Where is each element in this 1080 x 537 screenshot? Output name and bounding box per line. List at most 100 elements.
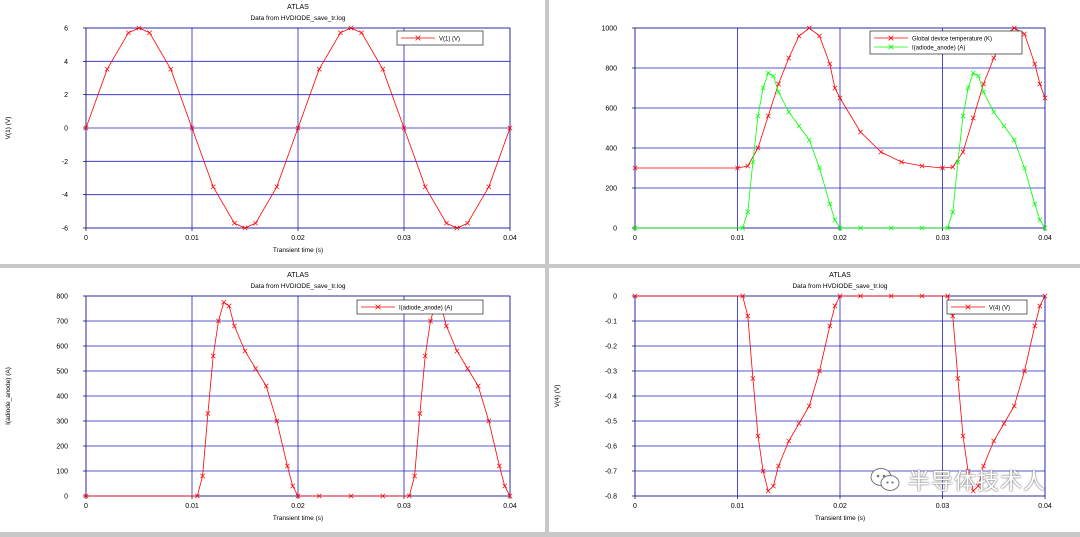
data-point — [231, 323, 237, 329]
chart-title: ATLAS — [829, 272, 851, 279]
data-point — [899, 159, 904, 165]
y-tick-label: -0.6 — [605, 444, 617, 451]
data-point — [950, 209, 956, 215]
data-point — [502, 483, 508, 489]
data-point — [1011, 25, 1017, 31]
data-point — [194, 493, 200, 499]
data-point — [806, 25, 812, 31]
data-point — [950, 313, 956, 319]
data-point — [796, 421, 802, 426]
chart-svg: 0 0.01 0.02 0.03 0.04 0 200 400 600 800 1000 Global… — [601, 25, 1051, 243]
data-point — [231, 220, 237, 226]
data-point — [745, 313, 751, 319]
data-point — [991, 438, 997, 444]
data-point — [1032, 61, 1038, 67]
data-point — [955, 159, 961, 165]
data-point — [274, 184, 280, 190]
x-axis-label: Transient time (s) — [273, 515, 323, 522]
data-point — [210, 353, 216, 359]
data-point — [486, 418, 492, 424]
data-point — [290, 483, 296, 489]
data-point — [945, 293, 951, 299]
data-point — [210, 184, 216, 190]
data-point — [348, 493, 354, 499]
y-tick-label: 800 — [56, 294, 68, 301]
x-tick-label: 0.01 — [731, 235, 745, 242]
chart-subtitle: Data from HVDIODE_save_tr.log — [250, 15, 345, 22]
data-point — [786, 55, 792, 61]
legend: I(adiode_anode) (A) — [356, 299, 484, 315]
data-point — [817, 165, 822, 171]
data-point — [406, 493, 412, 499]
data-point — [412, 473, 418, 479]
data-point — [837, 95, 843, 101]
data-point — [1032, 323, 1038, 329]
data-point — [83, 125, 89, 131]
data-point — [755, 113, 761, 119]
x-tick-label: 0.03 — [936, 235, 950, 242]
data-point — [981, 463, 986, 469]
data-point — [496, 463, 502, 469]
legend-label: Global device temperature (K) — [912, 37, 992, 43]
data-point — [735, 165, 740, 171]
data-point — [428, 318, 433, 324]
data-point — [970, 115, 976, 121]
data-point — [960, 433, 966, 439]
data-point — [1037, 303, 1043, 309]
watermark-text: 半导体技术人 — [907, 470, 1046, 495]
y-tick-label: 4 — [64, 59, 68, 66]
data-point — [1042, 225, 1048, 231]
legend-label: V(1) (V) — [439, 37, 460, 43]
data-point — [765, 70, 771, 76]
data-point — [770, 73, 776, 79]
data-point — [295, 493, 301, 499]
chart-subtitle: Data from HVDIODE_save_tr.log — [250, 283, 345, 290]
data-point — [136, 25, 142, 31]
data-point — [786, 109, 792, 115]
chart-title: ATLAS — [287, 272, 309, 279]
data-point — [878, 149, 884, 155]
data-point — [253, 220, 259, 226]
data-point — [475, 383, 481, 389]
data-point — [750, 376, 756, 381]
x-tick-label: 0.02 — [833, 503, 847, 510]
y-tick-label: -0.3 — [605, 369, 617, 376]
data-point — [975, 73, 981, 79]
chart-panel-voltage-v1: ATLAS Data from HVDIODE_save_tr.log 0 0.01 0… — [0, 0, 545, 264]
data-point — [443, 323, 449, 329]
data-point — [858, 129, 863, 135]
data-point — [970, 488, 976, 494]
x-tick-label: 0.01 — [731, 503, 745, 510]
data-point — [1037, 217, 1043, 223]
legend: V(4) (V) — [946, 299, 1028, 315]
data-point — [507, 493, 513, 499]
x-tick-label: 0.03 — [397, 235, 411, 242]
x-tick-label: 0 — [84, 235, 88, 242]
chart-svg: ATLAS Data from HVDIODE_save_tr.log 0 0.01 0… — [554, 272, 1052, 522]
y-tick-label: 800 — [605, 66, 617, 73]
data-point — [316, 66, 322, 72]
data-point — [806, 137, 812, 143]
data-point — [417, 411, 423, 416]
data-point — [858, 293, 863, 299]
data-point — [919, 293, 925, 299]
wechat-icon — [870, 468, 900, 491]
series-line — [635, 72, 1046, 229]
data-point — [945, 225, 951, 231]
x-tick-label: 0 — [633, 503, 637, 510]
data-point — [740, 293, 746, 299]
y-tick-label: 600 — [56, 344, 68, 351]
y-tick-label: 400 — [56, 394, 68, 401]
data-point — [832, 85, 838, 91]
data-point — [422, 184, 428, 190]
data-point — [960, 113, 966, 119]
data-point — [380, 66, 386, 72]
data-point — [221, 299, 227, 305]
data-point — [770, 483, 776, 489]
data-point — [740, 225, 746, 231]
data-point — [888, 293, 894, 299]
y-tick-label: 0 — [613, 294, 617, 301]
data-point — [486, 184, 492, 190]
data-point — [1032, 201, 1038, 207]
data-point — [200, 473, 206, 479]
